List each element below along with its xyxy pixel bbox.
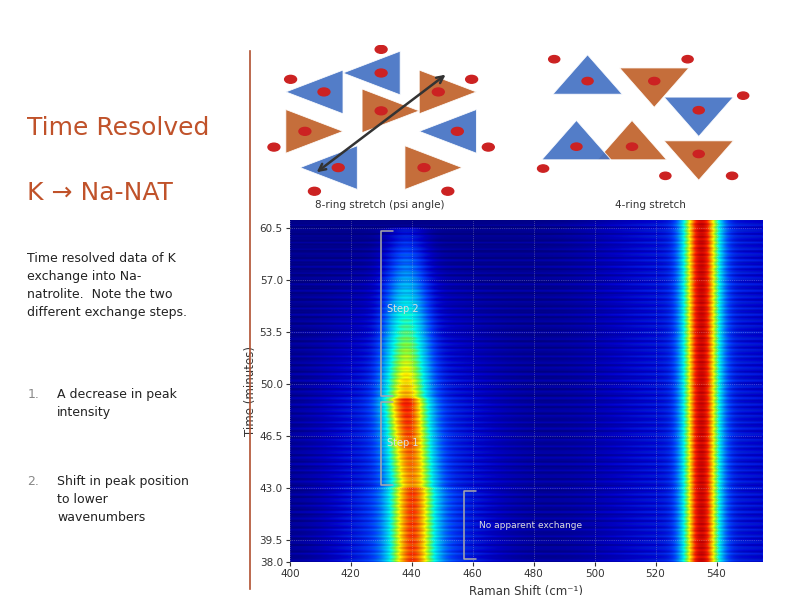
Circle shape [285, 76, 297, 83]
Text: Step 1: Step 1 [387, 439, 419, 448]
Y-axis label: Time (minutes): Time (minutes) [244, 346, 256, 436]
X-axis label: Raman Shift (cm⁻¹): Raman Shift (cm⁻¹) [469, 585, 583, 595]
Polygon shape [286, 70, 343, 114]
Text: 8-ring stretch (psi angle): 8-ring stretch (psi angle) [315, 201, 445, 210]
Circle shape [333, 164, 345, 171]
Text: Time Resolved: Time Resolved [27, 116, 210, 140]
Circle shape [309, 187, 321, 195]
Circle shape [693, 107, 704, 114]
Polygon shape [619, 68, 689, 107]
Polygon shape [664, 141, 734, 180]
Circle shape [682, 55, 693, 63]
Text: A decrease in peak
intensity: A decrease in peak intensity [57, 388, 177, 419]
Polygon shape [405, 146, 462, 189]
Circle shape [452, 127, 464, 135]
Polygon shape [419, 70, 476, 114]
Polygon shape [542, 120, 611, 160]
Polygon shape [553, 55, 622, 94]
Circle shape [571, 143, 582, 151]
Polygon shape [419, 109, 476, 153]
Circle shape [418, 164, 430, 171]
Circle shape [693, 151, 704, 158]
Circle shape [376, 107, 387, 115]
Circle shape [432, 88, 445, 96]
Text: K → Na-NAT: K → Na-NAT [27, 181, 173, 205]
Circle shape [660, 172, 671, 180]
Polygon shape [286, 109, 343, 153]
Polygon shape [597, 120, 667, 160]
Text: No apparent exchange: No apparent exchange [479, 521, 582, 530]
Polygon shape [664, 97, 734, 136]
Circle shape [465, 76, 478, 83]
Circle shape [727, 172, 738, 180]
Polygon shape [300, 146, 357, 189]
Circle shape [376, 69, 387, 77]
Circle shape [738, 92, 749, 99]
Circle shape [483, 143, 494, 151]
Text: 1.: 1. [27, 388, 39, 401]
Circle shape [441, 187, 454, 195]
Polygon shape [362, 89, 419, 133]
Text: 2.: 2. [27, 475, 39, 488]
Circle shape [376, 45, 387, 54]
Text: Step 2: Step 2 [387, 305, 419, 314]
Circle shape [649, 77, 660, 84]
Text: 4-ring stretch: 4-ring stretch [615, 201, 686, 210]
Circle shape [268, 143, 280, 151]
Text: Time resolved data of K
exchange into Na-
natrolite.  Note the two
different exc: Time resolved data of K exchange into Na… [27, 252, 187, 319]
Circle shape [299, 127, 311, 135]
Text: Shift in peak position
to lower
wavenumbers: Shift in peak position to lower wavenumb… [57, 475, 189, 524]
Circle shape [549, 55, 560, 63]
Circle shape [538, 165, 549, 172]
Circle shape [582, 77, 593, 84]
Circle shape [626, 143, 638, 151]
Polygon shape [343, 51, 400, 95]
Circle shape [318, 88, 330, 96]
